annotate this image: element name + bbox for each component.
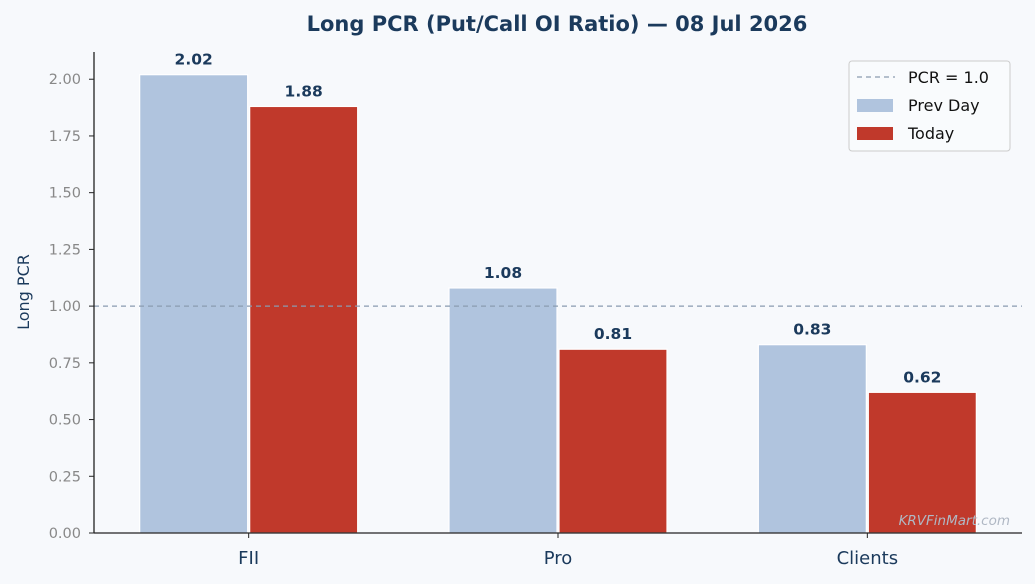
data-label: 1.88 <box>285 82 323 100</box>
y-tick-label: 0.50 <box>49 413 81 429</box>
x-tick-label: Clients <box>837 548 899 569</box>
legend: PCR = 1.0 Prev Day Today <box>848 60 1011 152</box>
legend-label-prev-day: Prev Day <box>908 96 980 115</box>
legend-label-reference: PCR = 1.0 <box>908 68 989 87</box>
y-tick-label: 2.00 <box>49 72 81 88</box>
y-ticks: 0.00 0.25 0.50 0.75 1.00 1.25 1.50 1.75 2.00 <box>49 72 94 542</box>
watermark: KRVFinMart.com <box>899 513 1010 529</box>
y-tick-label: 1.00 <box>49 299 81 315</box>
y-tick-label: 0.75 <box>49 356 81 372</box>
bar-today-clients <box>867 391 977 534</box>
bar-prev-day-pro <box>448 287 558 534</box>
data-label: 0.62 <box>903 368 941 386</box>
bars <box>139 74 977 534</box>
y-tick-label: 0.25 <box>49 469 81 485</box>
data-label: 2.02 <box>175 51 213 69</box>
legend-swatch-prev-day <box>857 99 893 112</box>
bar-prev-day-fii <box>139 74 249 534</box>
y-tick-label: 1.50 <box>49 186 81 202</box>
y-tick-label: 1.25 <box>49 242 81 258</box>
data-label: 0.81 <box>594 325 632 343</box>
x-tick-label: FII <box>238 548 259 569</box>
bar-prev-day-clients <box>757 344 867 534</box>
bar-today-pro <box>558 348 668 534</box>
x-tick-label: Pro <box>544 548 573 569</box>
y-tick-label: 0.00 <box>49 526 81 542</box>
data-label: 0.83 <box>793 321 831 339</box>
y-tick-label: 1.75 <box>49 129 81 145</box>
bar-today-fii <box>249 105 359 534</box>
legend-swatch-today <box>857 127 893 140</box>
data-label: 1.08 <box>484 264 522 282</box>
chart-title: Long PCR (Put/Call OI Ratio) — 08 Jul 20… <box>307 12 808 36</box>
x-ticks: FII Pro Clients <box>238 533 898 569</box>
y-axis-label: Long PCR <box>14 254 33 330</box>
data-labels: 2.02 1.88 1.08 0.81 0.83 0.62 <box>175 51 942 387</box>
legend-label-today: Today <box>907 124 954 143</box>
